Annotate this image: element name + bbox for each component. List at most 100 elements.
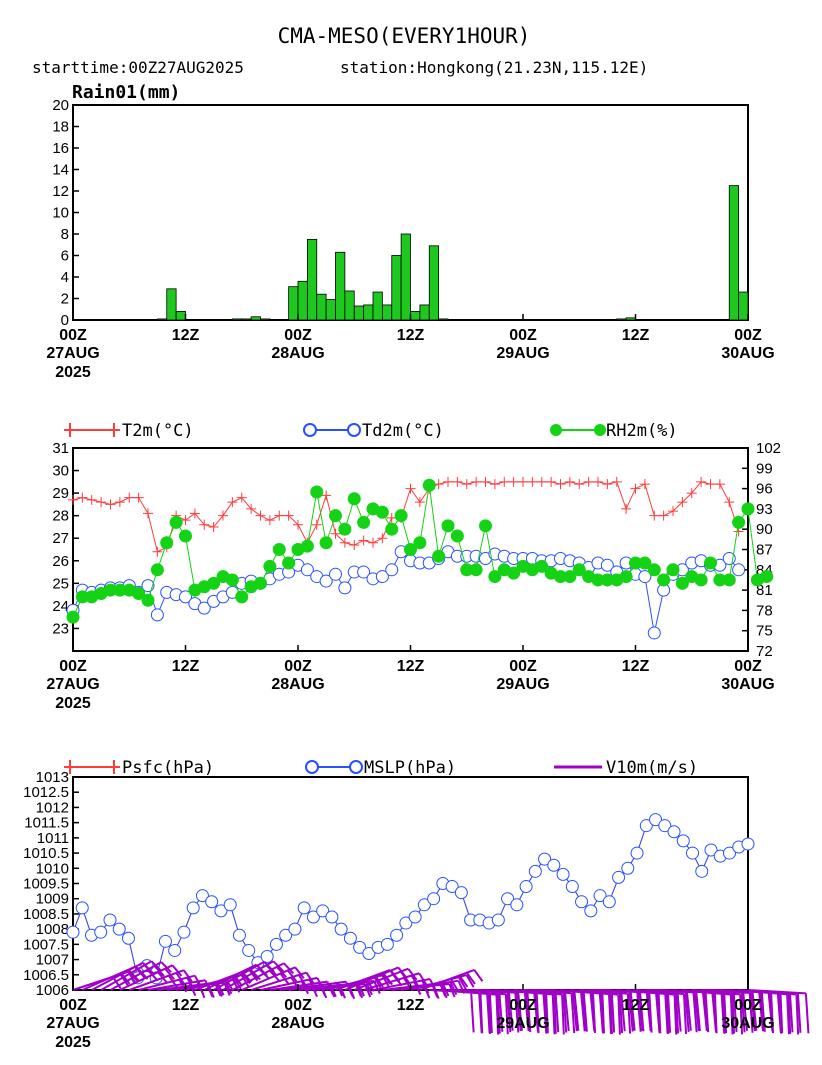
- wind-barb-flag: [740, 992, 746, 1033]
- wind-barb-flag: [685, 990, 692, 1031]
- rh2m-point: [385, 522, 399, 536]
- td2m-point: [647, 626, 661, 640]
- wind-barb-flag: [675, 993, 680, 1034]
- pres-xtick-date: 29AUG: [496, 1015, 549, 1032]
- mslp-point: [547, 858, 561, 872]
- mslp-point: [658, 819, 672, 833]
- mslp-point: [519, 880, 533, 894]
- rain-bar: [231, 318, 243, 321]
- t2m-point: [527, 476, 538, 487]
- wind-barb-shaft: [241, 966, 296, 991]
- mslp-point: [103, 913, 117, 927]
- rh2m-point: [394, 509, 408, 523]
- mslp-point: [269, 937, 283, 951]
- wind-barb-flag: [515, 991, 522, 1032]
- wind-barb-flag: [551, 994, 556, 1035]
- pres-xtick-date: 27AUG: [46, 1015, 99, 1032]
- pres-xtick-label: 12Z: [172, 997, 200, 1014]
- wind-barb-shaft: [119, 964, 173, 991]
- wind-barb-shaft: [91, 961, 144, 991]
- wind-barb-flag: [729, 994, 734, 1035]
- rain-bar: [391, 255, 402, 321]
- t2m-point: [199, 519, 210, 530]
- td2m-point: [338, 581, 352, 595]
- legend-t2m: T2m(°C): [64, 421, 194, 441]
- rh2m-point: [563, 570, 577, 584]
- rain-bar: [738, 291, 749, 321]
- rh2m-point: [300, 539, 314, 553]
- pres-xtick-label: 12Z: [622, 997, 650, 1014]
- chart-title: CMA-MESO(EVERY1HOUR): [278, 24, 531, 48]
- wind-barb-flag: [607, 994, 613, 1035]
- wind-barb-shaft: [213, 960, 265, 991]
- rain-bar: [400, 233, 411, 321]
- mslp-point: [362, 946, 376, 960]
- temp-xtick-label: 00Z: [284, 658, 312, 675]
- mslp-point: [575, 895, 589, 909]
- t2m-point: [68, 494, 78, 505]
- t2m-point: [714, 479, 725, 490]
- rain-xtick-label: 00Z: [284, 327, 312, 344]
- temp-ytick-label: 25: [52, 575, 69, 592]
- wind-barb-flag: [479, 993, 484, 1034]
- t2m-point: [246, 503, 257, 514]
- temp-xtick-date: 28AUG: [271, 676, 324, 693]
- rain-xtick-date: 27AUG: [46, 345, 99, 362]
- wind-barb-shaft: [335, 969, 391, 991]
- td2m-point: [600, 558, 614, 572]
- wind-barb-flag: [620, 991, 626, 1032]
- t2m-point: [461, 479, 472, 490]
- temp-xtick-year: 2025: [55, 695, 91, 712]
- mslp-point: [565, 880, 579, 894]
- wind-barb-shaft: [747, 989, 806, 995]
- wind-barb-flag: [695, 991, 701, 1032]
- t2m-point: [593, 476, 603, 487]
- t2m-point: [255, 510, 266, 521]
- rain-bar: [288, 286, 299, 321]
- mslp-point: [121, 931, 135, 945]
- wind-barb-flag: [561, 994, 565, 1035]
- wind-barb-shaft: [260, 976, 318, 991]
- rain-bar: [419, 304, 430, 321]
- wind-barb-flag: [758, 991, 764, 1032]
- td2m-point: [638, 570, 652, 584]
- rain-ytick-label: 18: [52, 119, 69, 136]
- mslp-point: [353, 940, 367, 954]
- wind-barb-flag: [804, 993, 810, 1034]
- temp-humidity-panel: 2324252627282930317275788184879093969910…: [46, 440, 781, 712]
- t2m-point: [349, 539, 360, 550]
- rh2m-point: [741, 502, 755, 516]
- wind-barb-flag: [249, 968, 261, 981]
- t2m-point: [649, 510, 660, 521]
- legend-psfc-label: Psfc(hPa): [122, 758, 214, 778]
- rh2m-point: [225, 573, 239, 587]
- rain-ytick-label: 4: [61, 269, 69, 286]
- td2m-point: [150, 608, 164, 622]
- mslp-point: [676, 834, 690, 848]
- wind-barb-flag: [164, 968, 176, 980]
- t2m-point: [471, 476, 482, 487]
- rh2m-point: [441, 519, 455, 533]
- mslp-point: [223, 898, 237, 912]
- pres-plot-frame: [72, 776, 749, 991]
- t2m-point: [555, 479, 566, 490]
- t2m-point: [668, 506, 678, 517]
- rh2m-point: [150, 563, 164, 577]
- wind-barb-flag: [473, 969, 484, 982]
- wind-barb-flag: [618, 993, 624, 1034]
- wind-barb-flag: [523, 991, 530, 1032]
- rh2m-point: [469, 563, 483, 577]
- rh-ytick-label: 102: [756, 440, 781, 457]
- wind-barb-flag: [795, 994, 800, 1035]
- rh2m-point: [666, 563, 680, 577]
- rh-ytick-label: 78: [756, 602, 773, 619]
- wind-barb-flag: [449, 981, 458, 996]
- td2m-point: [319, 574, 333, 588]
- rh-ytick-label: 72: [756, 643, 773, 660]
- rain-xtick-label: 00Z: [734, 327, 762, 344]
- t2m-point: [218, 510, 228, 521]
- rain-bar: [250, 316, 261, 321]
- rain-bar: [410, 310, 421, 321]
- t2m-line: [72, 481, 740, 553]
- rain-bar: [728, 185, 740, 321]
